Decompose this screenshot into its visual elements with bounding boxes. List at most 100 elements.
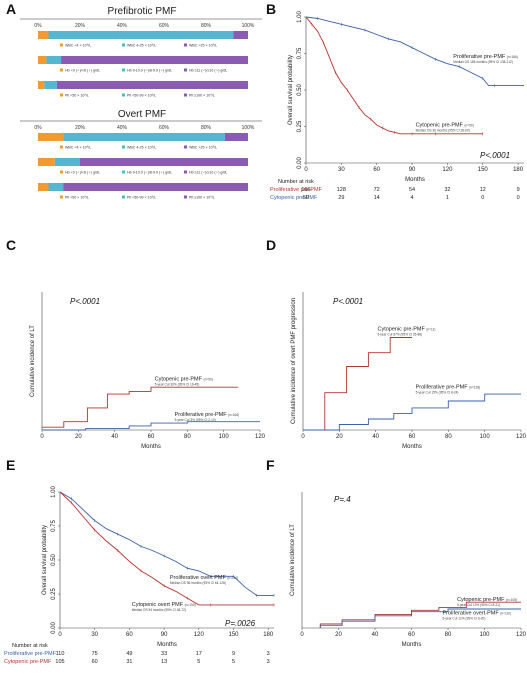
- x-tick-label: 80: [184, 434, 191, 440]
- risk-value: 17: [196, 651, 202, 657]
- x-tick-label: 40: [372, 434, 379, 440]
- risk-value: 9: [517, 187, 520, 193]
- bar-segment: [56, 81, 249, 89]
- chart-D: 0 20 40 60 80 100 120 Months Cumulative incidenc…: [291, 292, 527, 450]
- x-tick-label: 150: [229, 632, 240, 638]
- series-annotation: Cytopenic pre-PMF (n=105): [457, 597, 517, 603]
- pct-tick: 20%: [75, 125, 86, 131]
- bar-segment: [38, 81, 45, 89]
- x-tick-label: 90: [409, 167, 416, 173]
- bar-segment: [38, 56, 47, 64]
- legend-swatch: [184, 93, 187, 97]
- legend-swatch: [60, 195, 63, 199]
- legend-label: Plt <50 × 10⁹/L: [65, 94, 89, 98]
- y-tick-label: 0.50: [297, 84, 303, 96]
- risk-value: 32: [444, 187, 450, 193]
- risk-value: 0: [517, 195, 520, 201]
- pct-tick: 80%: [201, 125, 212, 131]
- series-detail: Median OS 96 months (95% CI 64-128): [170, 581, 226, 585]
- risk-value: 5: [197, 659, 200, 665]
- risk-value: 1: [446, 195, 449, 201]
- x-tick-label: 120: [194, 632, 205, 638]
- legend-swatch: [60, 93, 63, 97]
- bar-segment: [46, 56, 62, 64]
- risk-value: 4: [411, 195, 414, 201]
- legend-label: Plt ≥100 × 10⁹/L: [189, 196, 215, 200]
- x-tick-label: 100: [219, 434, 230, 440]
- series-detail: Median OS 36 months (95% CI 26-60): [416, 129, 470, 133]
- risk-value: 105: [55, 659, 64, 665]
- risk-value: 31: [126, 659, 132, 665]
- x-tick-label: 30: [91, 632, 98, 638]
- risk-value: 50: [303, 195, 309, 201]
- x-axis-label: Months: [405, 177, 425, 183]
- chart-C: 0 20 40 60 80 100 120 Months Cumulative incidenc…: [30, 292, 266, 450]
- x-tick-label: 150: [478, 167, 489, 173]
- risk-value: 166: [301, 187, 310, 193]
- bar-segment: [38, 158, 55, 166]
- x-tick-label: 100: [479, 632, 490, 638]
- legend-label: WBC >25 × 10⁹/L: [189, 44, 217, 48]
- legend-swatch: [122, 68, 125, 72]
- x-tick-label: 60: [409, 434, 416, 440]
- risk-row-label: Proliferative pre-PMF: [270, 187, 323, 193]
- risk-value: 60: [92, 659, 98, 665]
- series-annotation: Proliferative overt PMF (n=110): [170, 575, 238, 581]
- y-axis-label: Cumulative incidence of overt PMF progre…: [291, 298, 297, 424]
- panel-f-label: F: [266, 457, 275, 473]
- x-tick-label: 40: [372, 632, 379, 638]
- series-detail: 5-year CuI 67% (95% CI 26-88): [377, 333, 422, 337]
- pct-tick: 60%: [159, 23, 170, 29]
- panel-b-label: B: [266, 1, 276, 17]
- p-value: P=.0026: [225, 619, 256, 628]
- risk-row-label: Cytopenic pre-PMF: [270, 195, 318, 201]
- x-tick-label: 60: [126, 632, 133, 638]
- legend-swatch: [122, 145, 125, 149]
- y-tick-label: 0.25: [297, 120, 303, 132]
- legend-label: Hb ≥11 (♂)/≥10 (♀) g/dL: [189, 171, 227, 175]
- legend-swatch: [122, 43, 125, 47]
- risk-value: 72: [374, 187, 380, 193]
- x-tick-label: 0: [58, 632, 62, 638]
- legend-label: Hb <9 (♂)/<8 (♀) g/dL: [65, 69, 100, 73]
- bar-segment: [38, 133, 64, 141]
- series-line-1: [305, 16, 483, 135]
- y-tick-label: 0.00: [51, 622, 57, 634]
- y-tick-label: 0.00: [297, 157, 303, 169]
- x-tick-label: 20: [335, 632, 342, 638]
- x-axis-label: Months: [157, 642, 177, 648]
- pct-tick: 100%: [242, 23, 255, 29]
- series-annotation: Cytopenic pre-PMF (n=11): [377, 327, 435, 333]
- x-axis-label: Months: [402, 642, 422, 648]
- risk-value: 54: [409, 187, 415, 193]
- x-tick-label: 20: [336, 434, 343, 440]
- pct-tick: 60%: [159, 125, 170, 131]
- series-annotation: Proliferative pre-PMF (n=166): [175, 412, 240, 418]
- series-detail: Median OS 54 months (95% CI 48-72): [132, 608, 186, 612]
- risk-value: 110: [56, 651, 65, 657]
- x-tick-label: 120: [516, 434, 527, 440]
- pct-tick: 40%: [117, 23, 128, 29]
- series-annotation: Cytopenic overt PMF (n=105): [132, 602, 196, 608]
- legend-label: WBC <4 × 10⁹/L: [65, 146, 91, 150]
- bar-segment: [61, 56, 248, 64]
- series-detail: 5-year CuI 3% (95% CI 2-10): [175, 418, 216, 422]
- bar-segment: [233, 31, 248, 39]
- y-tick-label: 0.50: [51, 554, 57, 566]
- panel-e-label: E: [6, 457, 15, 473]
- x-tick-label: 0: [304, 167, 308, 173]
- series-line-1: [319, 608, 521, 628]
- bar-segment: [44, 81, 57, 89]
- legend-label: WBC 4-25 × 10⁹/L: [127, 44, 156, 48]
- risk-value: 75: [92, 651, 98, 657]
- stacked-bars: 0% 20% 40% 60% 80% 100% WBC <4 × 10⁹/L WBC 4-25…: [20, 18, 262, 200]
- p-value: P<.0001: [480, 151, 510, 160]
- risk-title: Number at risk: [278, 179, 314, 185]
- legend-swatch: [60, 170, 63, 174]
- legend-label: WBC 4-25 × 10⁹/L: [127, 146, 156, 150]
- legend-swatch: [60, 145, 63, 149]
- x-tick-label: 120: [442, 167, 453, 173]
- risk-row-label: Cytopenic pre-PMF: [4, 659, 52, 665]
- panel-a-label: A: [6, 1, 16, 17]
- panel-a-overt-header: Overt PMF: [118, 109, 166, 120]
